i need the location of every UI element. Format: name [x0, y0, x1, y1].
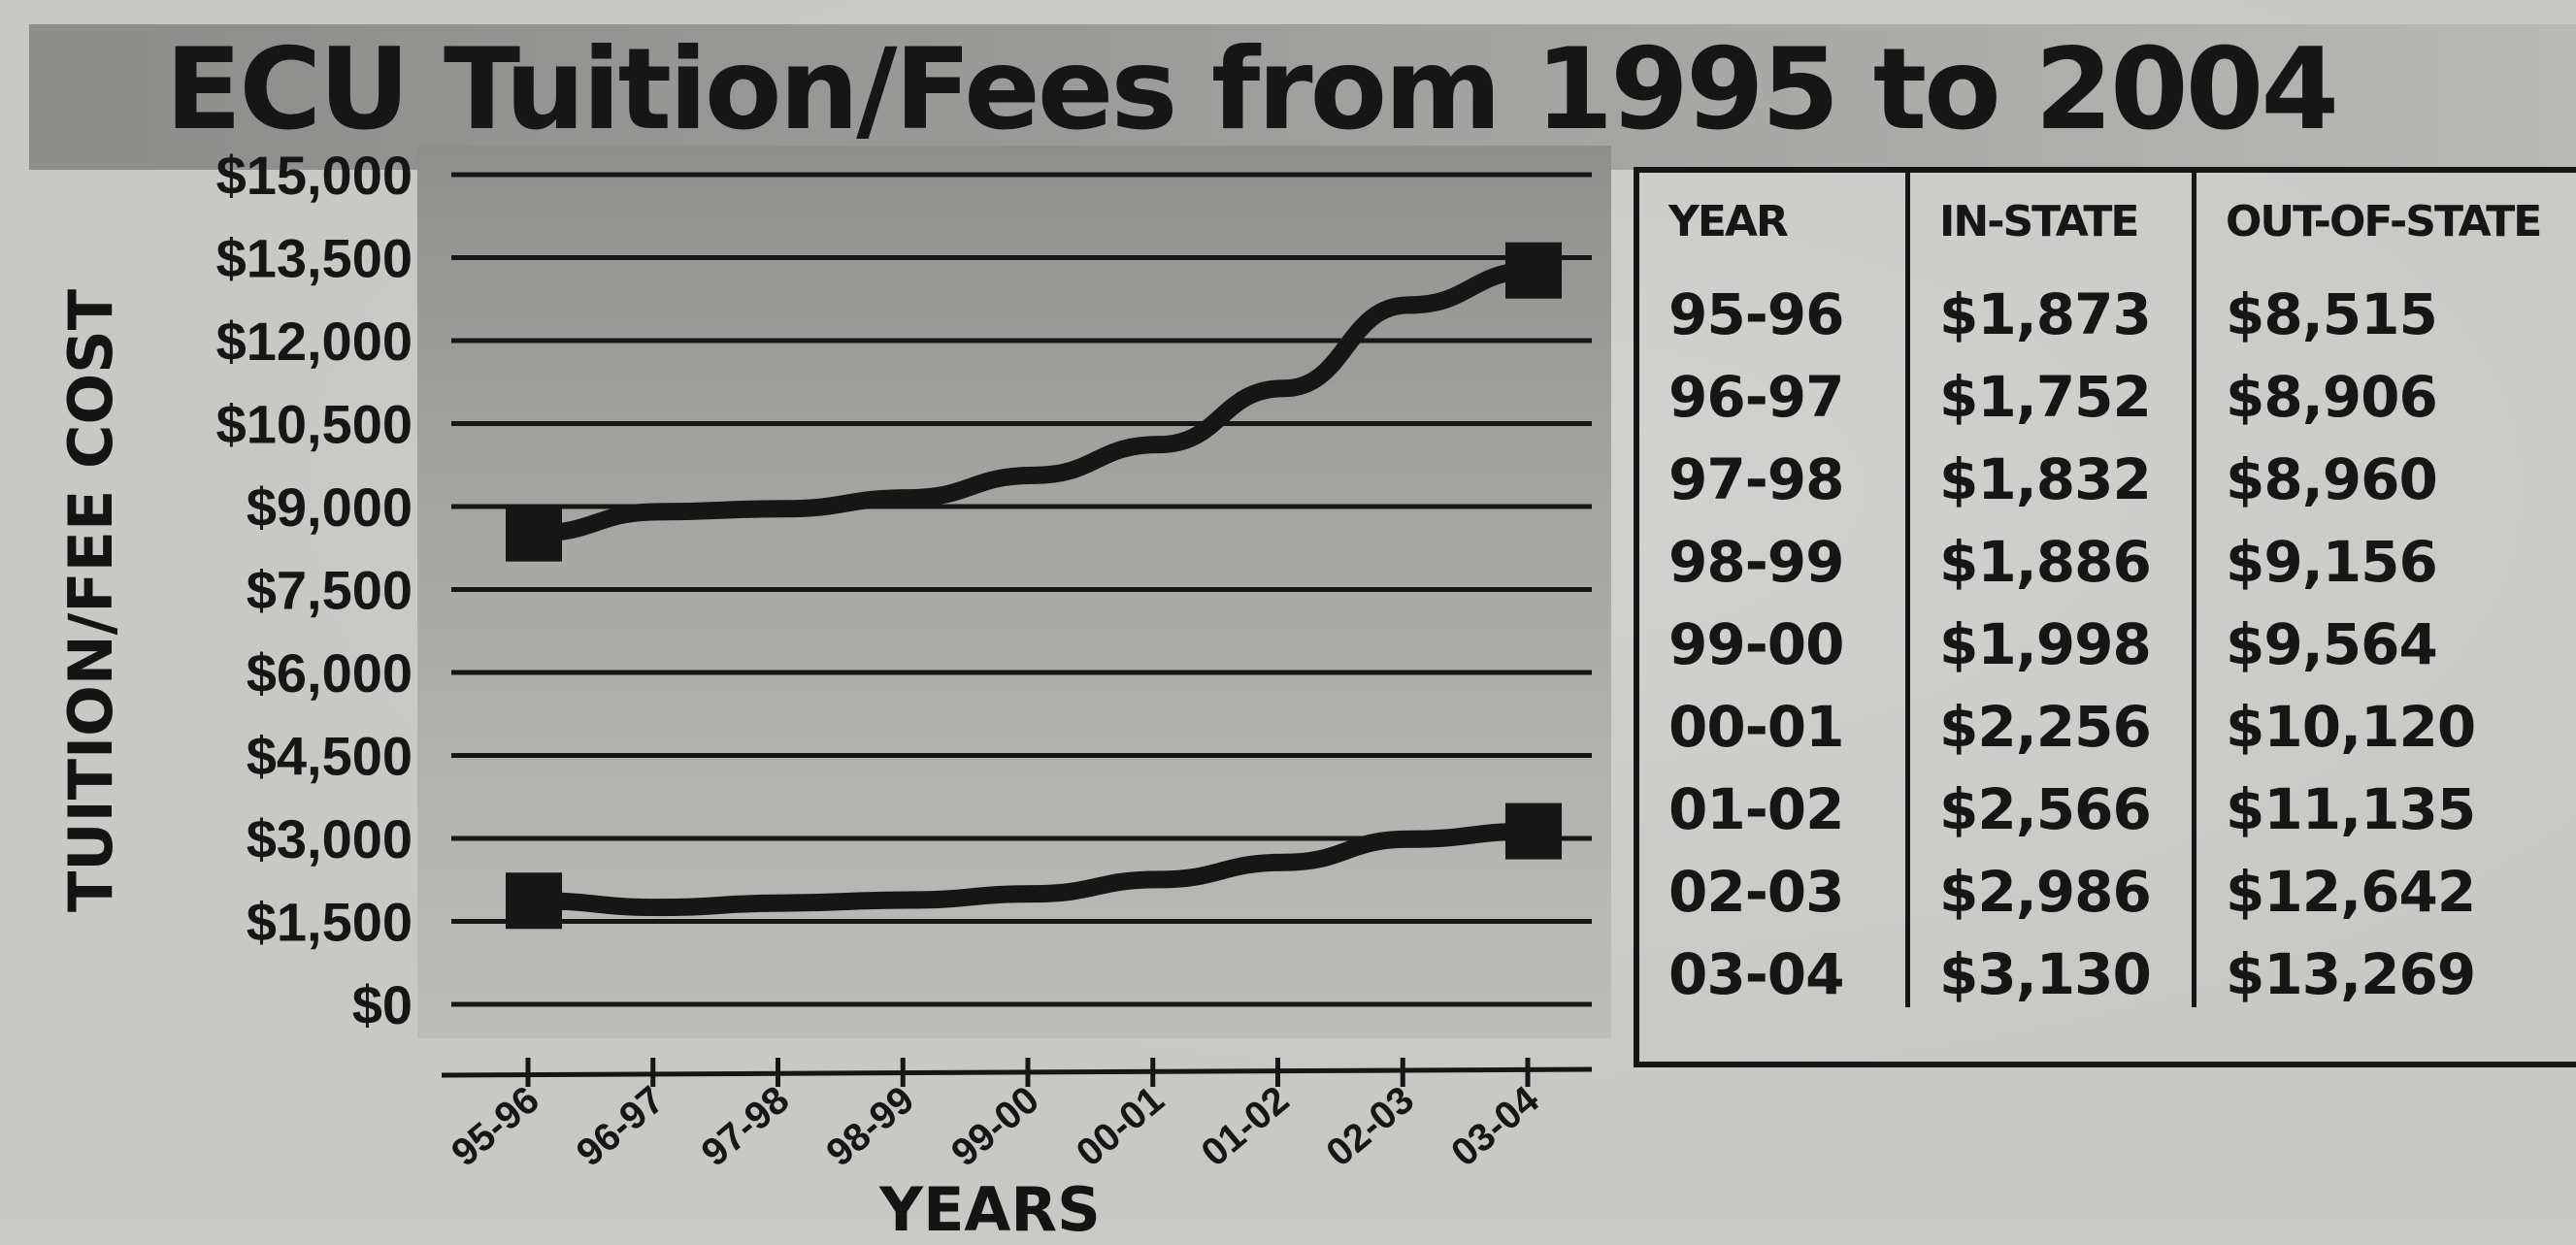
series-endpoint-marker [1505, 242, 1562, 299]
table-cell: 96-97 [1668, 364, 1844, 430]
gridlines [451, 172, 1592, 1007]
x-tick-label: 97-98 [694, 1078, 798, 1174]
series-endpoint-marker [1505, 803, 1562, 860]
tuition-table: YEAR 95-96 96-97 97-98 98-99 99-00 00-01 01-02 0… [1634, 167, 2576, 1067]
x-tick-label: 99-00 [943, 1078, 1047, 1174]
x-tick-label: 02-03 [1318, 1078, 1422, 1174]
chart-title: ECU Tuition/Fees from 1995 to 2004 [165, 24, 2339, 155]
table-cell: $8,960 [2226, 446, 2438, 512]
series-endpoint-marker [506, 505, 562, 562]
y-tick-labels: $0 $1,500 $3,000 $4,500 $6,000 $7,500 $9,000 $1… [216, 145, 413, 1035]
series-endpoint-marker [506, 872, 562, 930]
table-cell: $8,906 [2226, 364, 2438, 430]
table-cell: $11,135 [2226, 776, 2476, 842]
y-tick-label: $13,500 [216, 228, 413, 289]
table-cell: 97-98 [1668, 446, 1844, 512]
table-cell: 03-04 [1668, 941, 1844, 1007]
y-tick-label: $3,000 [247, 808, 413, 869]
x-axis: 95-96 96-97 97-98 98-99 99-00 00-01 01-02 02-03… [441, 1058, 1593, 1175]
table-cell: 01-02 [1668, 776, 1844, 842]
table-cell: $1,752 [1939, 364, 2152, 430]
series-markers [506, 242, 1562, 930]
table-cell: $1,998 [1939, 611, 2152, 677]
table-header-cell: OUT-OF-STATE [2226, 197, 2542, 246]
series-line [525, 261, 1542, 542]
x-axis-label: YEARS [879, 1174, 1101, 1245]
x-tick-label: 01-02 [1194, 1078, 1298, 1174]
table-cell: $1,832 [1939, 446, 2152, 512]
x-axis-line [441, 1066, 1593, 1078]
table-header-cell: IN-STATE [1939, 197, 2139, 246]
table-cell: $1,886 [1939, 529, 2152, 595]
table-column-out-of-state: OUT-OF-STATE $8,515 $8,906 $8,960 $9,156 $9,5… [2192, 173, 2576, 1007]
x-tick-label: 03-04 [1443, 1078, 1547, 1175]
table-cell: $9,564 [2226, 611, 2438, 677]
y-tick-label: $15,000 [216, 145, 413, 206]
x-tick-label: 96-97 [569, 1078, 673, 1174]
table-cell: $9,156 [2226, 529, 2438, 595]
table-cell: 95-96 [1668, 281, 1844, 347]
y-tick-label: $6,000 [247, 642, 413, 704]
y-tick-label: $7,500 [247, 560, 413, 621]
table-column-year: YEAR 95-96 96-97 97-98 98-99 99-00 00-01 01-02 0… [1639, 173, 1901, 1007]
table-cell: $2,986 [1939, 859, 2152, 925]
x-tick-label: 98-99 [818, 1078, 922, 1174]
table-cell: 00-01 [1668, 694, 1844, 760]
table-cell: 02-03 [1668, 859, 1844, 925]
table-column-in-state: IN-STATE $1,873 $1,752 $1,832 $1,886 $1,998 $2… [1905, 173, 2192, 1007]
y-tick-label: $4,500 [247, 726, 413, 787]
series-lines [525, 261, 1542, 917]
y-tick-label: $1,500 [247, 892, 413, 953]
table-cell: $10,120 [2226, 694, 2476, 760]
table-cell: 99-00 [1668, 611, 1844, 677]
y-tick-label: $0 [352, 974, 413, 1035]
series-line [525, 822, 1542, 917]
table-cell: $2,256 [1939, 694, 2152, 760]
table-cell: $12,642 [2226, 859, 2476, 925]
x-tick-label: 95-96 [444, 1078, 547, 1174]
table-cell: 98-99 [1668, 529, 1844, 595]
table-cell: $2,566 [1939, 776, 2152, 842]
y-tick-label: $10,500 [216, 394, 413, 455]
y-tick-label: $12,000 [216, 311, 413, 372]
y-tick-label: $9,000 [247, 476, 413, 538]
table-cell: $8,515 [2226, 281, 2438, 347]
x-tick-label: 00-01 [1069, 1078, 1172, 1174]
table-cell: $3,130 [1939, 941, 2152, 1007]
table-cell: $13,269 [2226, 941, 2476, 1007]
table-header-cell: YEAR [1668, 197, 1789, 246]
table-cell: $1,873 [1939, 281, 2152, 347]
